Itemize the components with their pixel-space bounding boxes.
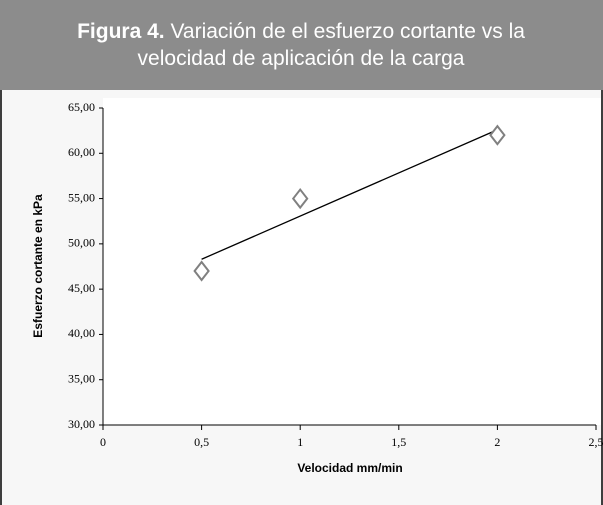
x-tick-label: 1 bbox=[297, 435, 303, 449]
y-tick-label: 35,00 bbox=[68, 371, 95, 385]
point bbox=[193, 260, 210, 282]
title-line: velocidad de aplicación de la carga bbox=[138, 47, 465, 70]
header bbox=[0, 0, 603, 90]
point bbox=[291, 187, 309, 210]
trendline bbox=[201, 129, 498, 260]
plot-area bbox=[103, 98, 601, 425]
title-line: Variación de el esfuerzo cortante vs la bbox=[165, 20, 526, 43]
x-tick-label: 0,5 bbox=[194, 435, 209, 449]
y-tick-label: 60,00 bbox=[68, 145, 95, 159]
y-axis-label: Esfuerzo cortante en kPa bbox=[31, 194, 45, 338]
y-tick-label: 50,00 bbox=[68, 236, 95, 250]
x-tick-label: 0 bbox=[100, 435, 106, 449]
y-tick-label: 55,00 bbox=[68, 190, 95, 204]
chart-title: Figura 4. Variación de el esfuerzo corta… bbox=[77, 20, 525, 70]
x-tick-label: 1,5 bbox=[391, 435, 406, 449]
y-tick-label: 40,00 bbox=[68, 326, 95, 340]
y-tick-label: 65,00 bbox=[68, 100, 95, 114]
x-tick-label: 2,5 bbox=[589, 435, 603, 449]
point bbox=[489, 124, 506, 146]
x-tick-label: 2 bbox=[494, 435, 500, 449]
y-tick-label: 30,00 bbox=[68, 417, 95, 431]
x-axis-label: Velocidad mm/min bbox=[297, 461, 402, 475]
y-tick-label: 45,00 bbox=[68, 281, 95, 295]
figure-label: Figura 4. bbox=[77, 20, 165, 43]
